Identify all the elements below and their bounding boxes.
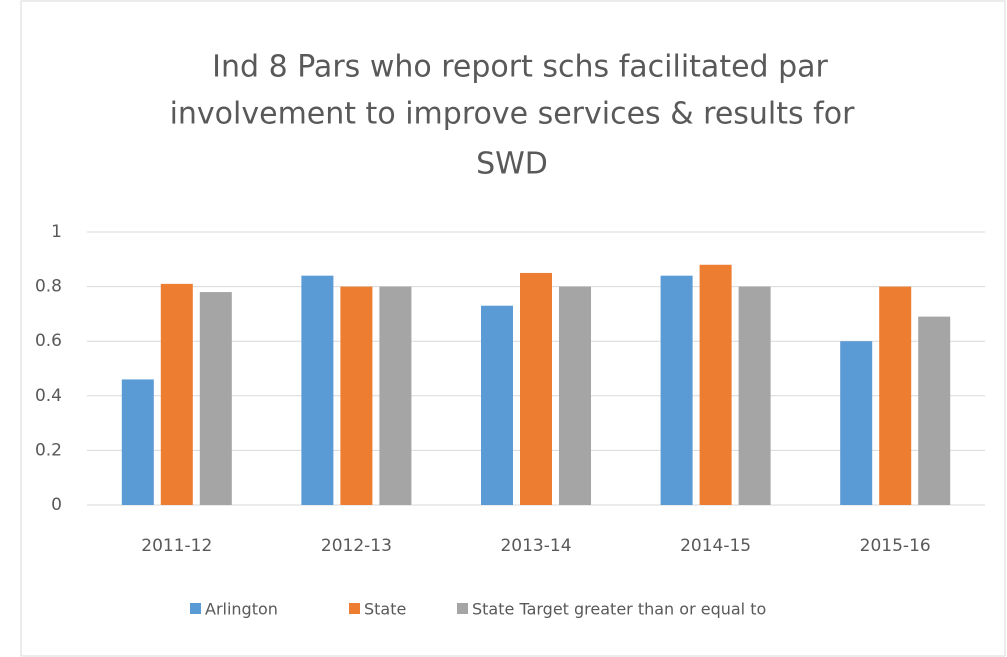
bar <box>340 286 373 505</box>
y-tick-label: 0.4 <box>35 386 62 406</box>
y-tick-label: 0.8 <box>35 277 62 297</box>
chart-title: SWD <box>476 147 548 182</box>
x-tick-label: 2014-15 <box>680 536 751 556</box>
y-tick-label: 0 <box>51 495 62 515</box>
chart-title: involvement to improve services & result… <box>170 97 856 132</box>
legend-swatch <box>190 603 201 614</box>
bar <box>918 316 951 505</box>
bar <box>121 379 154 505</box>
bar <box>520 272 552 505</box>
x-tick-label: 2012-13 <box>321 536 392 556</box>
legend-swatch <box>457 603 468 614</box>
bar <box>840 341 873 505</box>
legend-label: State <box>364 600 406 619</box>
bar <box>301 275 334 505</box>
bar <box>199 292 232 505</box>
legend-label: State Target greater than or equal to <box>472 600 766 619</box>
bar <box>559 286 591 505</box>
bar <box>481 305 513 505</box>
legend-label: Arlington <box>205 600 278 619</box>
x-tick-label: 2013-14 <box>500 536 571 556</box>
bar <box>160 283 193 505</box>
x-tick-label: 2015-16 <box>860 536 931 556</box>
bar <box>738 286 771 505</box>
y-tick-label: 0.2 <box>35 440 62 460</box>
y-tick-label: 1 <box>51 222 62 242</box>
bar <box>379 286 412 505</box>
legend-swatch <box>349 603 360 614</box>
chart-title: Ind 8 Pars who report schs facilitated p… <box>212 50 828 85</box>
bar <box>879 286 912 505</box>
bar <box>699 264 732 505</box>
y-tick-label: 0.6 <box>35 331 62 351</box>
bar <box>660 275 693 505</box>
x-tick-label: 2011-12 <box>141 536 212 556</box>
